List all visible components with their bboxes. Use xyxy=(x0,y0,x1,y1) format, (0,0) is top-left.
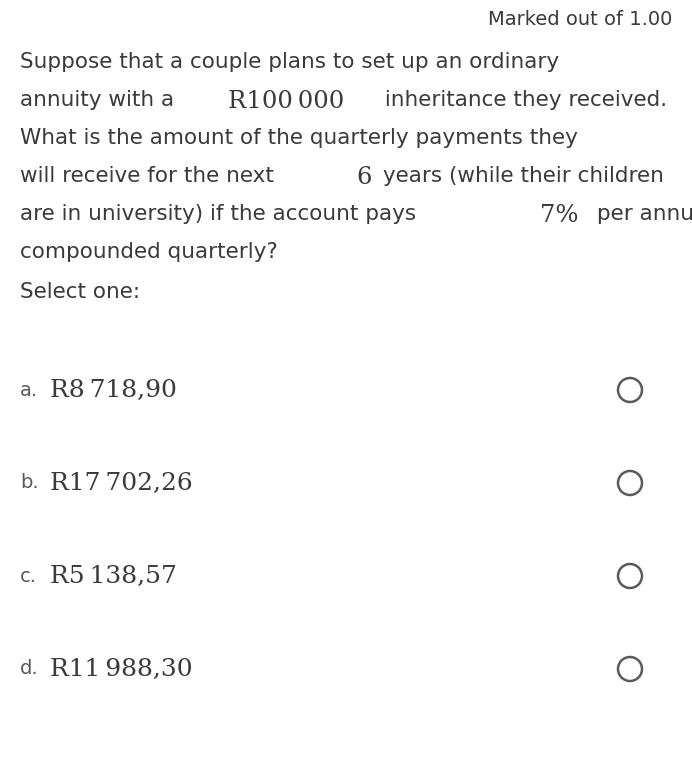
Text: will receive for the next: will receive for the next xyxy=(20,166,281,186)
Text: annuity with a: annuity with a xyxy=(20,90,181,110)
Text: R5 138,57: R5 138,57 xyxy=(50,565,177,587)
Text: What is the amount of the quarterly payments they: What is the amount of the quarterly paym… xyxy=(20,128,578,148)
Text: Marked out of 1.00: Marked out of 1.00 xyxy=(488,10,672,29)
Text: R8 718,90: R8 718,90 xyxy=(50,378,177,402)
Text: 6: 6 xyxy=(356,166,372,189)
Text: compounded quarterly?: compounded quarterly? xyxy=(20,242,277,262)
Text: R100 000: R100 000 xyxy=(228,90,344,113)
Text: Select one:: Select one: xyxy=(20,282,140,302)
Text: c.: c. xyxy=(20,566,37,585)
Text: R11 988,30: R11 988,30 xyxy=(50,658,192,680)
Text: per annum,: per annum, xyxy=(590,204,692,224)
Text: years (while their children: years (while their children xyxy=(376,166,664,186)
Text: inheritance they received.: inheritance they received. xyxy=(378,90,667,110)
Text: d.: d. xyxy=(20,660,39,679)
Text: b.: b. xyxy=(20,473,39,492)
Text: a.: a. xyxy=(20,380,38,400)
Text: 7%: 7% xyxy=(540,204,579,227)
Text: are in university) if the account pays: are in university) if the account pays xyxy=(20,204,423,224)
Text: Suppose that a couple plans to set up an ordinary: Suppose that a couple plans to set up an… xyxy=(20,52,559,72)
Text: R17 702,26: R17 702,26 xyxy=(50,472,193,495)
